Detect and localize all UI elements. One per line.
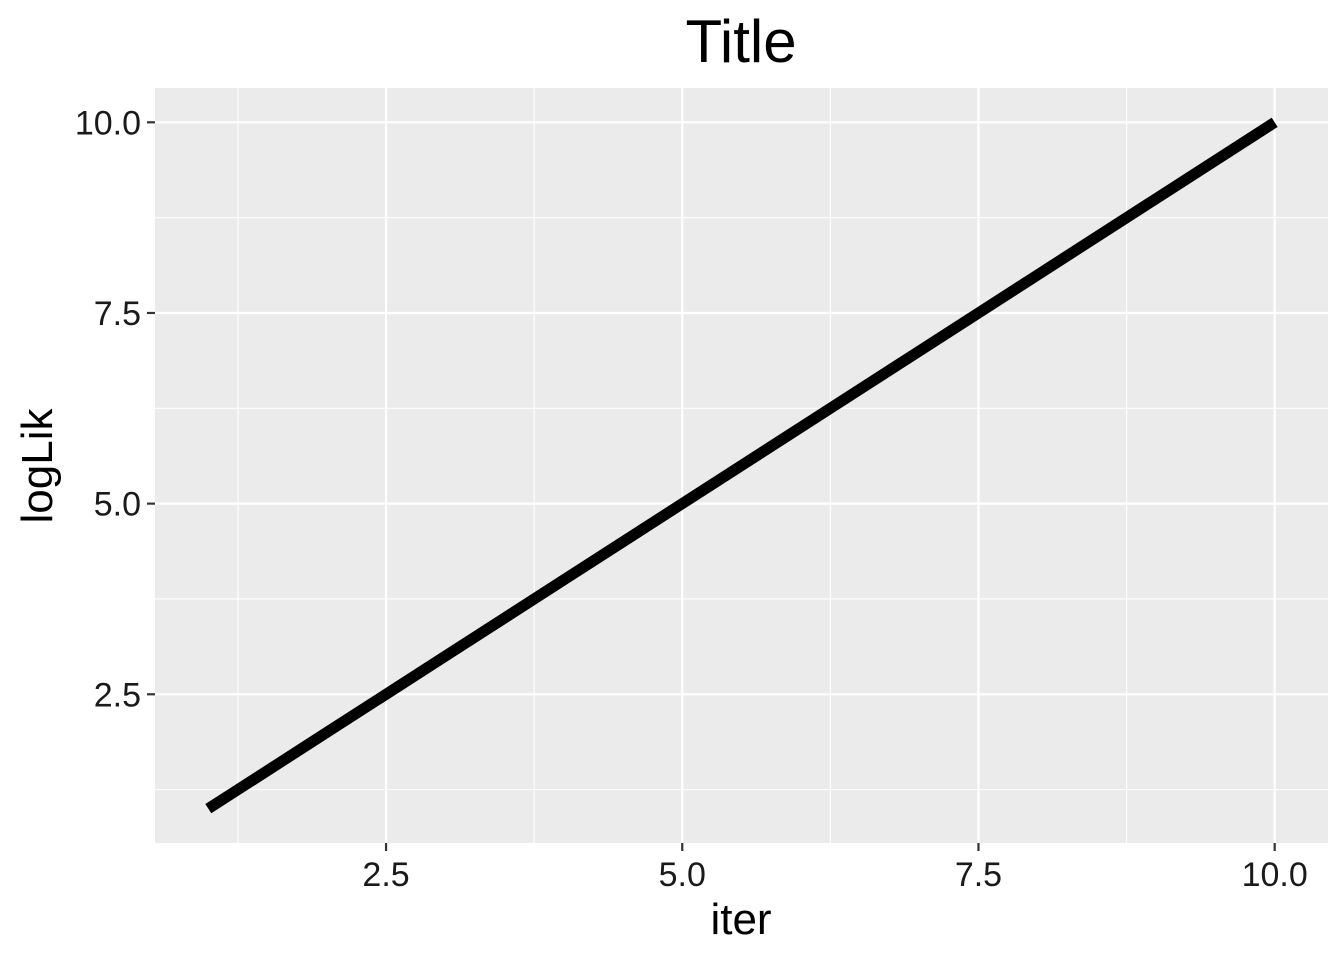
y-axis-title: logLik: [13, 408, 62, 524]
x-tick-label: 7.5: [955, 856, 1002, 894]
x-tick-label: 10.0: [1242, 856, 1308, 894]
y-tick-label: 7.5: [94, 295, 141, 333]
x-tick-label: 2.5: [362, 856, 409, 894]
y-tick-label: 2.5: [94, 676, 141, 714]
y-axis: 2.5 5.0 7.5 10.0: [75, 104, 155, 714]
x-tick-label: 5.0: [659, 856, 706, 894]
series-line: [205, 117, 1278, 814]
x-axis: 2.5 5.0 7.5 10.0: [362, 843, 1308, 894]
y-tick-label: 10.0: [75, 104, 141, 142]
chart-title: Title: [685, 8, 796, 75]
x-axis-title: iter: [710, 895, 771, 944]
series-layer: [205, 117, 1278, 814]
major-grid: [155, 88, 1328, 843]
y-tick-label: 5.0: [94, 486, 141, 524]
